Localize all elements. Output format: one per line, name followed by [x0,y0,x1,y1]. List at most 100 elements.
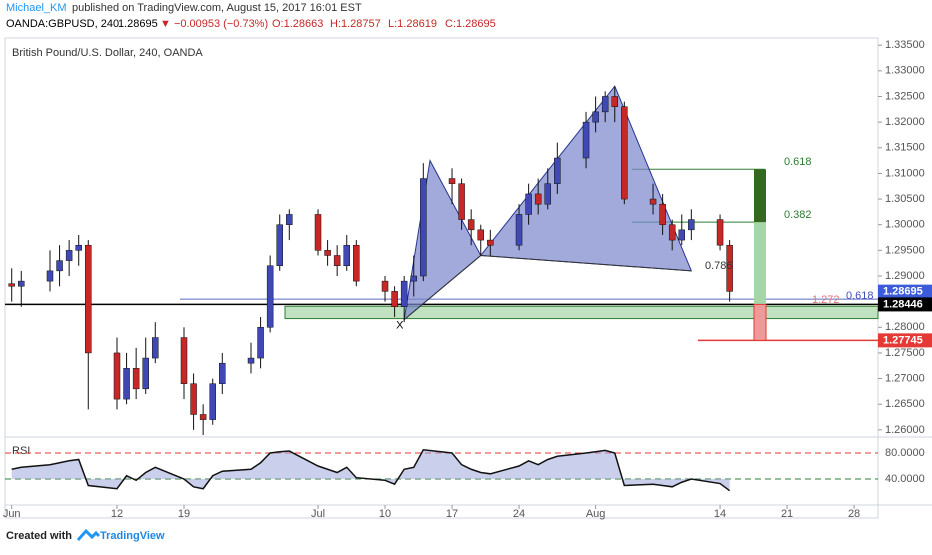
candle-body [123,368,130,400]
y-tick-label: 1.33500 [885,39,925,51]
candle-body [611,96,619,107]
x-tick-label: 12 [111,508,123,520]
fib-label: 0.618 [846,290,874,302]
stop-box [753,303,767,341]
candle-body [678,229,686,241]
price-badge [878,333,932,348]
y-tick-label: 1.31500 [885,142,925,154]
author[interactable]: Michael_KM [6,2,67,14]
x-tick-label: 17 [446,508,458,520]
candle-body [190,383,197,415]
candle-body [400,280,408,308]
y-tick-label: 1.27000 [885,372,925,384]
y-tick-label: 1.29500 [885,244,925,256]
candle-body [257,327,264,359]
candle-body [477,229,484,241]
candle-body [668,224,676,241]
price-badge-label: 1.28695 [883,286,923,298]
candle-body [333,255,341,266]
rsi-line [11,448,731,492]
rsi-tick-label: 40.0000 [885,473,925,485]
price-badge [878,297,932,312]
candle-body [132,368,140,390]
open: O:1.28663 [272,18,323,30]
footer-created: Created with [6,530,72,542]
y-tick-label: 1.27500 [885,347,925,359]
y-tick-label: 1.26000 [885,424,925,436]
fib-label: 0.382 [784,209,812,221]
candle-body [420,178,427,277]
x-tick-label: 24 [513,508,525,520]
candle-body [391,291,398,308]
candle-body [8,283,15,287]
candle-body [726,244,733,292]
y-tick-label: 1.30500 [885,193,925,205]
candle-body [46,270,54,282]
x-tick-label: 19 [178,508,190,520]
x-tick-label: 10 [379,508,391,520]
y-tick-label: 1.32000 [885,116,925,128]
candle-body [659,203,666,225]
candle-body [314,214,322,251]
x-tick-label: 21 [781,508,793,520]
candle-body [458,183,465,220]
rsi-label: RSI [12,445,30,457]
last: 1.28695 [118,18,158,30]
x-tick-label: 28 [848,508,860,520]
candle-body [716,219,724,246]
price-badge-label: 1.28446 [883,298,923,310]
footer-brand[interactable]: TradingView [100,530,165,542]
candle-body [286,214,293,225]
symbol: OANDA:GBPUSD, 240 [6,18,119,30]
pattern-label: X [396,319,404,331]
candle-body [534,193,542,205]
candle-body [592,111,599,123]
candle-body [582,121,590,159]
candle-body [142,357,149,390]
candle-body [209,383,216,420]
close: C:1.28695 [445,18,496,30]
y-tick-label: 1.31000 [885,167,925,179]
candle-body [152,337,159,359]
chart-title: British Pound/U.S. Dollar, 240, OANDA [12,47,203,59]
candle-body [65,250,73,261]
candle-body [649,198,657,205]
candle-body [601,96,609,113]
y-tick-label: 1.33000 [885,65,925,77]
target-box [754,169,766,223]
candle-body [343,244,350,266]
candle-body [381,280,389,292]
candle-body [515,214,523,246]
candle-body [544,183,552,205]
candle-body [353,244,360,282]
candle-body [276,224,283,266]
footer [0,522,932,550]
candle-body [56,260,63,272]
price-badge-label: 1.27745 [883,334,923,346]
x-tick-label: 14 [714,508,726,520]
candle-body [621,106,628,200]
x-tick-label: Jul [311,508,325,520]
change: ▼ −0.00953 (−0.73%) [160,18,268,30]
candle-body [266,265,274,328]
candle-body [688,219,695,231]
candle-body [525,193,532,215]
candle-body [247,357,255,364]
candle-body [448,178,456,184]
candle-body [324,250,331,256]
x-tick-label: Jun [3,508,21,520]
high: H:1.28757 [330,18,381,30]
candle-body [487,239,494,246]
target-box [754,222,766,305]
rsi-tick-label: 80.0000 [885,447,925,459]
fib-label: 0.618 [784,156,812,168]
candle-body [554,157,561,184]
y-tick-label: 1.29000 [885,270,925,282]
y-tick-label: 1.28000 [885,321,925,333]
candle-body [219,362,226,384]
candle-body [467,219,475,231]
candle-body [85,244,92,354]
y-tick-label: 1.26500 [885,398,925,410]
